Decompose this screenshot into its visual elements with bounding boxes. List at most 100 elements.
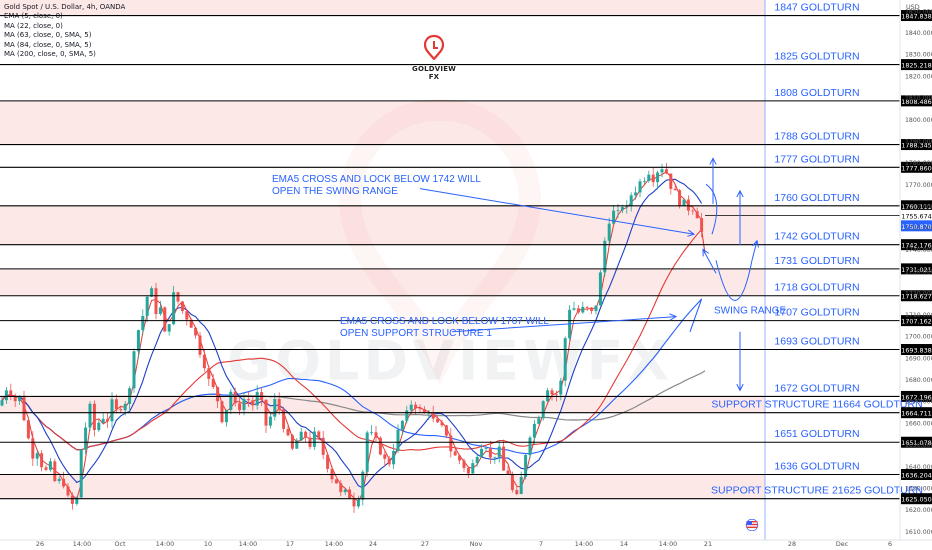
annotation-arrow-1742-head — [687, 229, 696, 237]
candle-body — [515, 490, 519, 495]
candle-body — [462, 460, 466, 468]
candle-body — [607, 223, 611, 241]
level-price-text: 1625.050 — [901, 496, 932, 504]
candle-body — [642, 180, 646, 182]
candle-body — [22, 395, 26, 421]
level-price-tag — [901, 161, 932, 173]
yaxis-tick: 1790.000 — [905, 138, 932, 145]
candle-body — [141, 315, 145, 331]
annotation-text: OPEN SUPPORT STRUCTURE 1 — [340, 328, 492, 339]
candle-body — [185, 311, 189, 320]
candle-body — [541, 401, 545, 419]
candle-body — [532, 423, 536, 438]
yaxis-tick: 1750.000 — [905, 225, 932, 232]
level-label: SUPPORT STRUCTURE 11664 GOLDTURN — [711, 399, 922, 411]
candle-body — [343, 489, 347, 493]
candle-body — [700, 218, 704, 232]
levels-layer: 1847 GOLDTURN 1847.838 1825 GOLDTURN 1825.2… — [0, 2, 932, 505]
candle-body — [422, 409, 426, 414]
zones-layer — [0, 0, 766, 540]
xaxis-tick: 27 — [421, 540, 429, 548]
candle-body — [647, 174, 651, 181]
level-label: 1825 GOLDTURN — [774, 51, 859, 63]
xaxis-tick: 14:00 — [325, 540, 343, 548]
yaxis-tick: 1830.000 — [905, 52, 932, 59]
candle-body — [563, 338, 567, 381]
candle-body — [163, 307, 167, 332]
yaxis-tick: 1630.000 — [905, 485, 932, 492]
candle-body — [70, 495, 74, 504]
candle-body — [629, 195, 633, 206]
xaxis-tick: 14:00 — [659, 540, 677, 548]
candle-body — [348, 489, 352, 499]
watermark-pin — [338, 98, 542, 385]
candle-body — [62, 478, 66, 487]
candle-body — [40, 453, 44, 468]
indicator-ma84[interactable]: MA (84, close, 0, SMA, 5) — [4, 40, 92, 49]
price-tag-text: 1755.674 — [901, 212, 932, 220]
candle-body — [48, 461, 52, 470]
candle-body — [119, 409, 123, 411]
candle-body — [13, 395, 17, 402]
level-label: 1636 GOLDTURN — [774, 460, 859, 472]
yaxis-tick: 1730.000 — [905, 269, 932, 276]
swing-arrow-left — [702, 249, 717, 274]
candle-body — [537, 418, 541, 424]
candle-body — [550, 390, 554, 395]
yaxis-tick: 1820.000 — [905, 73, 932, 80]
level-label: 1760 GOLDTURN — [774, 192, 859, 204]
candle-body — [590, 307, 594, 311]
candle-body — [444, 425, 448, 436]
candle-body — [145, 296, 149, 316]
candle-body — [603, 240, 607, 273]
level-price-text: 1672.196 — [901, 393, 932, 401]
candle-body — [220, 401, 224, 423]
price-tag-text: 1750.870 — [901, 223, 932, 231]
xaxis-layer: 26 14:00 Oct 14:00 10 14:00 17 14:00 24 27 Nov 7 14:… — [0, 539, 932, 548]
candle-body — [57, 478, 61, 482]
level-label: SUPPORT STRUCTURE 21625 GOLDTURN — [711, 485, 923, 497]
candle-body — [400, 420, 404, 430]
swing-curve-top — [705, 183, 718, 235]
xaxis-tick: Dec — [836, 540, 849, 548]
level-price-text: 1664.711 — [901, 410, 932, 418]
candle-body — [409, 404, 413, 411]
swing-arrow-left-head — [702, 248, 710, 257]
candle-body — [480, 448, 484, 458]
level-price-text: 1825.218 — [901, 62, 932, 70]
swing-arrow-right — [751, 240, 758, 261]
candle-body — [352, 498, 356, 507]
xaxis-tick: 10 — [204, 540, 212, 548]
indicator-ma63[interactable]: MA (63, close, 0, SMA, 5) — [4, 31, 92, 40]
candle-body — [392, 451, 396, 465]
annotations-layer: EMA5 CROSS AND LOCK BELOW 1742 WILL OPEN … — [272, 157, 787, 392]
xaxis-tick: Oct — [114, 540, 126, 548]
candle-body — [132, 351, 136, 389]
xaxis-tick: 6 — [888, 540, 892, 548]
candle-body — [370, 432, 374, 434]
level-price-tag — [901, 10, 932, 22]
candle-body — [497, 446, 501, 457]
candle-body — [136, 330, 140, 352]
candle-body — [229, 391, 233, 411]
xaxis-tick: 14:00 — [239, 540, 257, 548]
candle-body — [374, 432, 378, 438]
candle-body — [546, 390, 550, 402]
xaxis-tick: Nov — [470, 540, 483, 548]
indicator-ma200[interactable]: MA (200, close, 0, SMA, 5) — [4, 50, 96, 59]
level-price-tag — [901, 315, 932, 327]
candle-body — [106, 418, 110, 422]
annotation-text: EMA5 CROSS AND LOCK BELOW 1742 WILL — [272, 174, 481, 185]
candle-body — [224, 410, 228, 423]
candle-body — [378, 437, 382, 455]
candle-body — [31, 438, 35, 459]
indicator-ma22[interactable]: MA (22, close, 0) — [4, 21, 63, 30]
candle-body — [427, 412, 431, 414]
candle-body — [92, 403, 96, 431]
candle-body — [686, 199, 690, 211]
us-flag-icon[interactable] — [744, 519, 760, 531]
candle-body — [383, 454, 387, 459]
indicator-ema5[interactable]: EMA (5, close, 0) — [4, 12, 63, 21]
candle-body — [559, 380, 563, 395]
